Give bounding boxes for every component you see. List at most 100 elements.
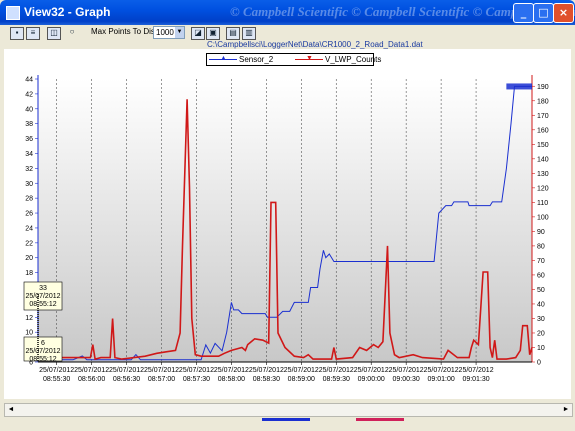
series-line-sensor-2 [38,85,532,361]
title-bar[interactable]: View32 - Graph © Campbell Scientific © C… [0,0,575,25]
tooltip-text: 6 [41,340,45,347]
y-right-tick-label: 180 [537,98,549,105]
y-right-tick-label: 110 [537,200,548,207]
x-tick-label-time: 08:58:00 [218,376,245,383]
series-indicator-blue [262,418,310,421]
x-tick-label-time: 08:57:30 [183,376,210,383]
legend: ▲ Sensor_2 ▼ V_LWP_Counts [206,53,381,66]
graph-area[interactable]: 25/07/2012 08:55:30 25/07/2012 08:56:00 25/0… [4,49,571,399]
y-right-tick-label: 0 [537,360,541,367]
tooltip-background [23,281,63,311]
y-right-tick-label: 170 [537,113,549,120]
triangle-down-icon: ▼ [306,55,313,62]
zoom-icon[interactable]: ○ [69,27,75,36]
y-left-tick-label: 42 [25,91,33,98]
y-left-tick-label: 28 [25,196,33,203]
x-tick-label-time: 09:01:30 [462,376,489,383]
status-bar [4,418,571,427]
close-button[interactable]: × [553,3,574,23]
y-right-tick-label: 190 [537,84,549,91]
y-left-tick-label: 44 [25,77,33,84]
y-right-tick-label: 40 [537,301,545,308]
legend-label-sensor2: Sensor_2 [239,55,274,64]
legend-line-lwp [295,59,323,60]
y-right-tick-label: 80 [537,243,545,250]
horizontal-scrollbar[interactable]: ◄ ► [4,403,573,417]
y-right-tick-label: 70 [537,258,545,265]
max-points-dropdown[interactable]: 1000 ▼ [153,26,185,39]
y-left-tick-label: 40 [25,106,33,113]
x-tick-label-time: 08:58:30 [253,376,280,383]
y-left-tick-label: 36 [25,136,33,143]
x-tick-label-time: 08:59:00 [288,376,315,383]
print-preview-icon[interactable]: ◫ [47,27,61,40]
tooltip-background [23,336,63,362]
x-tick-label-time: 08:57:00 [148,376,175,383]
y-right-tick-label: 20 [537,330,545,337]
x-tick-label-date: 25/07/2012 [249,367,284,374]
tooltip-text: 33 [39,285,47,292]
y-left-tick-label: 6 [29,360,33,367]
x-tick-label-date: 25/07/2012 [459,367,494,374]
y-left-tick-label: 38 [25,121,33,128]
series-options-icon[interactable]: ▥ [242,27,256,40]
tooltip-text: 08:55:12 [29,301,56,308]
watermark: © Campbell Scientific © Campbell Scienti… [230,4,575,19]
save-icon[interactable]: ▪ [10,27,24,40]
chart-options-icon[interactable]: ▤ [226,27,240,40]
tooltip-text: 08:55:12 [29,356,56,363]
x-tick-label-date: 25/07/2012 [144,367,179,374]
x-tick-label-date: 25/07/2012 [39,367,74,374]
x-tick-label-date: 25/07/2012 [319,367,354,374]
x-tick-label-date: 25/07/2012 [284,367,319,374]
y-right-tick-label: 10 [537,345,545,352]
x-tick-label-date: 25/07/2012 [109,367,144,374]
chevron-down-icon[interactable]: ▼ [175,27,184,38]
toolbar: ▪ ≡ ◫ ○ Max Points To Display 1000 ▼ ◪ ▣… [4,26,571,40]
x-tick-label-date: 25/07/2012 [424,367,459,374]
triangle-up-icon: ▲ [220,55,227,62]
legend-label-lwp: V_LWP_Counts [325,55,382,64]
y-left-tick-label: 24 [25,225,33,232]
y-right-tick-label: 90 [537,229,545,236]
legend-line-sensor2 [209,59,237,60]
y-left-tick-label: 22 [25,240,33,247]
x-tick-label-time: 08:59:30 [323,376,350,383]
series-indicator-red [356,418,404,421]
y-left-tick-label: 10 [25,330,33,337]
y-left-tick-label: 26 [25,211,33,218]
tooltip-text: 25/07/2012 [25,293,60,300]
x-tick-label-date: 25/07/2012 [214,367,249,374]
scroll-right-icon[interactable]: ► [562,406,570,413]
minimize-button[interactable]: _ [513,3,534,23]
max-points-value: 1000 [156,28,174,37]
y-left-tick-label: 18 [25,270,33,277]
y-left-tick-label: 12 [25,315,33,322]
x-tick-label-time: 09:00:00 [358,376,385,383]
y-left-tick-label: 34 [25,151,33,158]
y-left-tick-label: 32 [25,166,33,173]
maximize-button[interactable]: □ [533,3,554,23]
y-right-tick-label: 130 [537,171,549,178]
y-left-tick-label: 20 [25,255,33,262]
y-right-tick-label: 50 [537,287,545,294]
y-right-tick-label: 100 [537,214,549,221]
x-tick-label-time: 08:56:00 [78,376,105,383]
save-graph-icon[interactable]: ▣ [206,27,220,40]
y-right-tick-label: 150 [537,142,549,149]
x-tick-label-date: 25/07/2012 [74,367,109,374]
y-right-tick-label: 160 [537,127,549,134]
x-tick-label-time: 08:55:30 [43,376,70,383]
plot-background [38,79,532,362]
x-tick-label-date: 25/07/2012 [389,367,424,374]
file-path: C:\Campbellsci\LoggerNet\Data\CR1000_2_R… [207,40,423,49]
y-right-tick-label: 60 [537,272,545,279]
scroll-left-icon[interactable]: ◄ [7,406,15,413]
graph-settings-icon[interactable]: ◪ [191,27,205,40]
data-table-icon[interactable]: ≡ [26,27,40,40]
x-tick-label-date: 25/07/2012 [354,367,389,374]
y-left-tick-label: 30 [25,181,33,188]
